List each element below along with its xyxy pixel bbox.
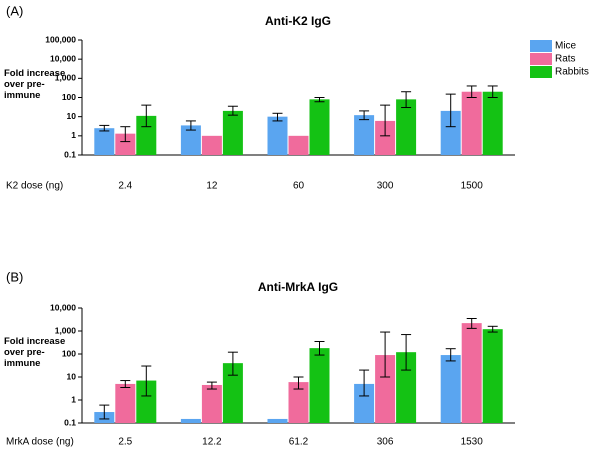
chart-title: Anti-MrkA IgG [258, 280, 338, 294]
y-tick-label: 1 [71, 130, 76, 140]
y-axis-label-box: Fold increase over pre-immune geomean [4, 68, 66, 98]
bar [180, 125, 201, 155]
y-tick-label: 10 [67, 111, 77, 121]
legend-swatch [530, 66, 552, 78]
bar [354, 115, 375, 155]
chart-title: Anti-K2 IgG [265, 14, 331, 28]
bar [115, 133, 136, 155]
bar [396, 99, 417, 155]
x-axis-label: MrkA dose (ng) [6, 437, 74, 448]
y-tick-label: 1,000 [55, 325, 77, 335]
y-tick-label: 1 [71, 394, 76, 404]
x-tick-label: 300 [377, 181, 394, 192]
bar [267, 116, 288, 155]
x-tick-label: 12.2 [202, 437, 222, 448]
y-tick-label: 10 [67, 371, 77, 381]
bar [222, 110, 243, 155]
x-tick-label: 60 [293, 181, 305, 192]
y-tick-label: 100,000 [45, 34, 76, 44]
y-tick-label: 10,000 [50, 53, 76, 63]
x-tick-label: 2.4 [118, 181, 132, 192]
bar [375, 120, 396, 155]
y-tick-label: 0.1 [64, 149, 76, 159]
y-axis-label: Fold increase over pre-immune geomean [4, 336, 66, 366]
bar [136, 115, 157, 155]
y-tick-label: 100 [62, 348, 76, 358]
bar [375, 355, 396, 423]
bar [201, 384, 222, 423]
x-tick-label: 1500 [461, 181, 484, 192]
bar [288, 135, 309, 155]
bar [309, 99, 330, 155]
x-tick-label: 61.2 [289, 437, 309, 448]
y-tick-label: 10,000 [50, 302, 76, 312]
x-tick-label: 1530 [461, 437, 484, 448]
bar [136, 380, 157, 423]
x-axis-label: K2 dose (ng) [6, 181, 63, 192]
y-tick-label: 1,000 [55, 73, 77, 83]
bar [180, 418, 201, 423]
bar [440, 110, 461, 155]
y-tick-label: 100 [62, 92, 76, 102]
legend-label: Rats [555, 54, 576, 65]
x-tick-label: 2.5 [118, 437, 132, 448]
y-tick-label: 0.1 [64, 417, 76, 427]
legend-label: Mice [555, 41, 577, 52]
bar [309, 348, 330, 423]
bar [461, 91, 482, 155]
bar [288, 382, 309, 423]
legend-swatch [530, 40, 552, 52]
bar [201, 135, 222, 155]
bar [482, 329, 503, 423]
legend-label: Rabbits [555, 67, 589, 78]
panel-label: (A) [6, 3, 23, 18]
x-tick-label: 306 [377, 437, 394, 448]
y-axis-label: Fold increase over pre-immune geomean [4, 68, 66, 98]
bar [222, 363, 243, 423]
bar [354, 383, 375, 423]
bar [115, 383, 136, 423]
bar [482, 91, 503, 155]
panel-label: (B) [6, 269, 23, 284]
x-tick-label: 12 [206, 181, 218, 192]
bar [461, 323, 482, 423]
legend-swatch [530, 53, 552, 65]
y-axis-label-box: Fold increase over pre-immune geomean [4, 336, 66, 366]
bar [94, 128, 115, 155]
bar [267, 418, 288, 423]
bar [440, 355, 461, 423]
